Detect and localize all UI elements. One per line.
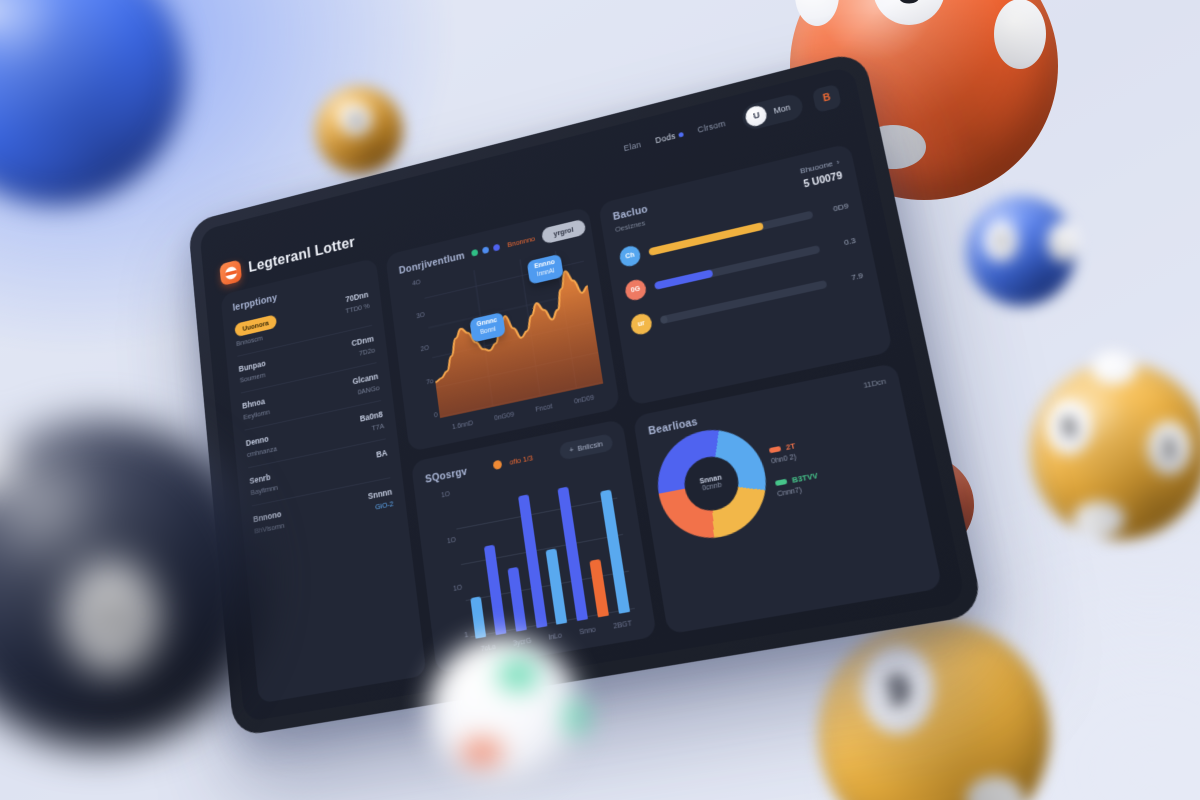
list-item-subvalue: 0ANGo [357, 383, 381, 397]
ball-navy-8-left: 8 [0, 418, 264, 748]
legend-item: B3TVV Cnnn7) [774, 470, 820, 498]
x-tick-label: 0nG09 [493, 411, 515, 423]
ball-yellow-small-top: 6 [315, 86, 403, 174]
bar-legend-dot [492, 459, 503, 471]
y-tick-label: 1 [464, 631, 469, 640]
chevron-right-icon: › [835, 157, 841, 167]
ball-number: 8 [66, 563, 158, 674]
bar[interactable] [589, 559, 610, 618]
x-tick-label: Fncot [535, 403, 553, 414]
ball-blue-right: 7 [966, 196, 1080, 306]
progress-fill [659, 314, 668, 324]
list-item-subvalue: TTD0 % [345, 301, 371, 316]
notifications-button[interactable]: B [811, 83, 842, 113]
bar[interactable] [545, 548, 568, 625]
nav-link-2[interactable]: Dods [655, 129, 684, 145]
balance-value: 0.3 [843, 235, 857, 248]
balance-amount: 5 U0079 [802, 170, 844, 191]
bar[interactable] [507, 566, 527, 632]
bar-chart-filter-button[interactable]: + Bnlicsin [558, 433, 614, 461]
bar-legend-label: ofio 1/3 [508, 453, 534, 467]
legend-label: Bnonnno [506, 234, 536, 250]
card-bar-chart: SQosrgv ofio 1/3 + Bnlicsin 1O 1O 1O 1 [410, 418, 657, 674]
x-tick-label: lnLo [548, 632, 563, 642]
y-tick-label: 2O [420, 344, 430, 354]
ball-blue-large [0, 0, 185, 205]
balance-value: 7.9 [850, 270, 864, 283]
list-item-value: BA [375, 447, 388, 460]
tablet-device: Elan Dods Clrsom U Mon B Legtera [187, 50, 985, 738]
progress-fill [648, 221, 764, 256]
list-item-subvalue: T7A [371, 421, 385, 433]
tablet-frame: Elan Dods Clrsom U Mon B Legtera [187, 50, 985, 738]
donut-center-label: Snnan 0cnnb [680, 452, 743, 516]
ball-yellow-9-bottom: 9 [818, 618, 1050, 800]
progress-fill [653, 268, 714, 290]
user-name: Mon [772, 102, 792, 116]
nav-link-1[interactable]: Elan [623, 139, 642, 154]
y-tick-label: 0 [433, 411, 439, 420]
legend-percent: B3TVV [791, 470, 819, 485]
dashboard-screen: Elan Dods Clrsom U Mon B Legtera [199, 65, 967, 723]
balance-avatar: 0G [623, 277, 648, 303]
ball-number: 7 [983, 222, 1018, 263]
x-tick-label: 1.6nnD [451, 420, 474, 432]
legend-item: 2T 0hn0 2) [768, 437, 814, 465]
legend-dot-2 [482, 246, 490, 255]
x-tick-label: 2BGT [613, 620, 633, 631]
area-chart-plot: 4O 3O 2O 7o 0 [401, 241, 606, 438]
nav-link-2-label: Dods [654, 131, 677, 146]
balance-value: 0D9 [832, 201, 850, 214]
bar-series [452, 463, 635, 640]
x-tick-label: Snno [578, 626, 597, 637]
nav-active-dot [678, 132, 684, 138]
legend-dot-1 [471, 248, 479, 257]
list-item-sub: Bayltmnn [250, 483, 279, 498]
ball-number: 9 [862, 645, 935, 734]
list-item-subvalue: GiO-2 [374, 499, 394, 512]
card-donut-chart: Bearlioas 11Dcn Snnan 0cnnb 2T 0hn0 2) B3T… [632, 362, 943, 635]
balance-avatar: Ch [618, 244, 642, 269]
ball-number: 6 [339, 103, 372, 136]
dashboard-grid: Ierpptiony Uuonora Bnnoscm 70Dnn TTD0 % Bunp… [220, 143, 943, 704]
bar[interactable] [483, 545, 507, 636]
legend-dot-3 [493, 243, 501, 252]
y-tick-label: 1O [440, 490, 451, 500]
plus-icon: + [568, 445, 575, 455]
donut-legend: 2T 0hn0 2) B3TVV Cnnn7) [768, 437, 820, 498]
legend-percent: 2T [785, 440, 796, 452]
nav-link-3[interactable]: Clrsom [696, 118, 727, 135]
bar-chart-legend: ofio 1/3 [492, 453, 534, 471]
ball-number: 5 [1046, 399, 1093, 456]
bar-chart-title: SQosrgv [424, 465, 468, 486]
x-tick-label: 0nD09 [573, 394, 595, 406]
balance-avatar: ur [629, 311, 654, 337]
y-tick-label: 4O [411, 279, 422, 288]
filter-label: Bnlicsin [576, 439, 604, 454]
avatar: U [744, 103, 769, 128]
y-tick-label: 3O [416, 311, 426, 321]
ball-number: 1 [1147, 420, 1192, 475]
card-area-chart: Donrjiventlum Bnonnno yrgrol 4O 3O 2O 7o 0 [385, 206, 621, 452]
list-item-subvalue: 7D2o [358, 345, 376, 358]
list-item-subvalue [377, 460, 388, 462]
y-tick-label: 7o [425, 378, 434, 387]
ball-yellow-5-right: 5 1 [1030, 351, 1200, 540]
y-tick-label: 1O [452, 584, 463, 593]
legend-swatch [768, 445, 782, 453]
app-logo-icon [219, 259, 243, 287]
y-tick-label: 1O [446, 537, 457, 546]
area-plot-area: Gnnnc Bonnl Ennno InnnAl [422, 245, 604, 419]
donut-graphic[interactable]: Snnan 0cnnb [650, 420, 775, 547]
left-panel-rows: Uuonora Bnnoscm 70Dnn TTD0 % Bunpao Soumem CDn… [233, 281, 395, 544]
bar[interactable] [470, 596, 487, 639]
legend-swatch [774, 478, 788, 486]
ball-white-spotted [428, 636, 587, 788]
